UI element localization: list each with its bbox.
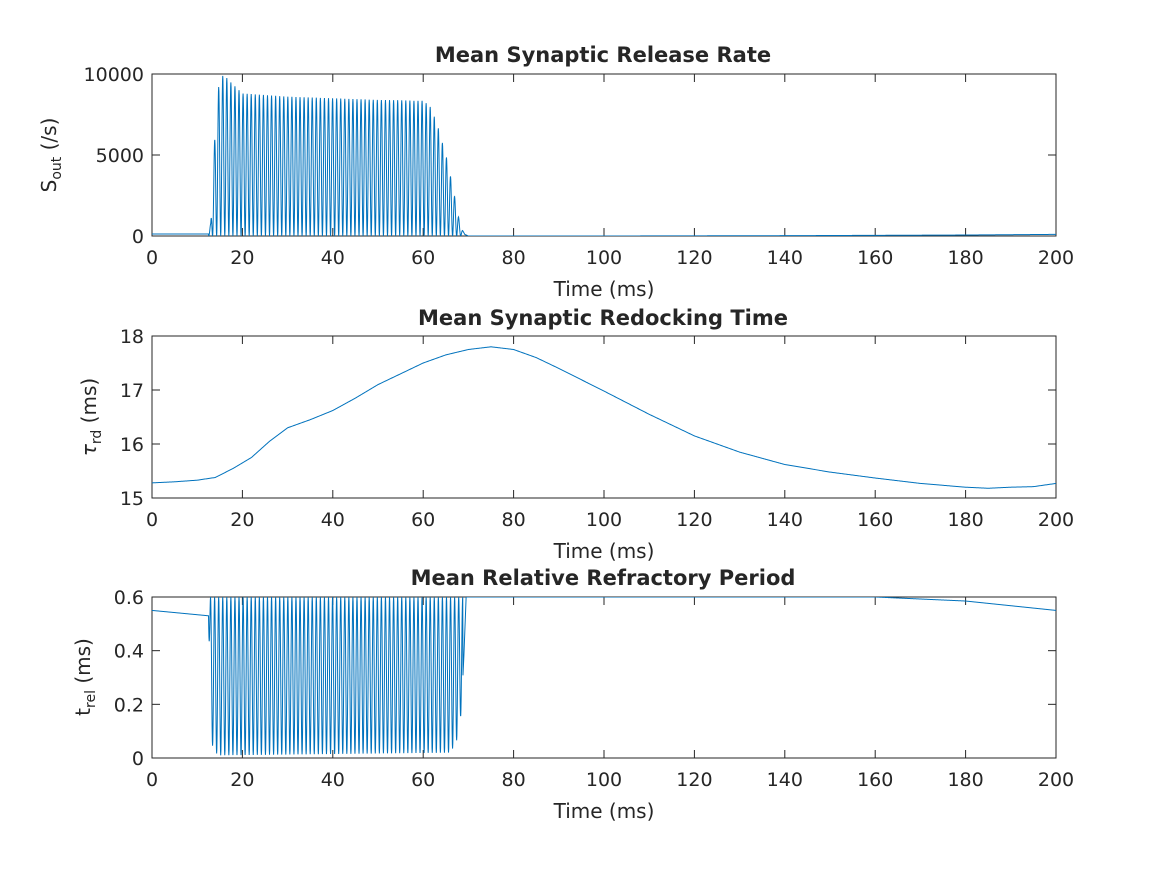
x-tick-label: 80 <box>502 509 526 531</box>
x-tick-label: 140 <box>767 509 803 531</box>
x-tick-label: 180 <box>947 769 983 791</box>
x-tick-label: 60 <box>411 509 435 531</box>
ticks: 0 20 40 60 80 100 120 140 160 180 200 15 16 17 18 <box>120 326 1074 531</box>
y-tick-label: 16 <box>120 434 144 456</box>
x-tick-label: 0 <box>146 509 158 531</box>
y-label-rest: (ms) <box>71 638 95 690</box>
x-tick-label: 40 <box>321 247 345 269</box>
y-axis-label: trel (ms) <box>71 638 99 716</box>
x-axis-label: Time (ms) <box>553 799 655 823</box>
x-tick-label: 20 <box>230 769 254 791</box>
x-tick-label: 100 <box>586 247 622 269</box>
x-tick-label: 200 <box>1038 247 1074 269</box>
x-tick-label: 60 <box>411 769 435 791</box>
x-tick-label: 160 <box>857 769 893 791</box>
y-tick-label: 10000 <box>84 64 144 86</box>
y-label-sub: rel <box>83 690 99 708</box>
y-label-sub: rd <box>89 430 105 444</box>
y-tick-label: 0.2 <box>114 694 144 716</box>
x-tick-label: 180 <box>947 509 983 531</box>
y-label-base: t <box>71 708 95 716</box>
ticks: 0 20 40 60 80 100 120 140 160 180 200 0 0.2 0.4 0.6 <box>114 587 1074 791</box>
y-tick-label: 5000 <box>96 145 144 167</box>
y-tick-label: 0 <box>132 226 144 248</box>
x-tick-label: 160 <box>857 509 893 531</box>
x-tick-label: 200 <box>1038 769 1074 791</box>
y-label-base: S <box>37 180 61 193</box>
ticks: 0 20 40 60 80 100 120 140 160 180 200 0 5000 10000 <box>84 64 1075 269</box>
x-tick-label: 160 <box>857 247 893 269</box>
series-line-tau_rd <box>152 346 1056 489</box>
y-label-rest: (/s) <box>37 118 61 157</box>
x-axis-label: Time (ms) <box>553 277 655 301</box>
series-line-S_out <box>152 75 1056 236</box>
y-tick-label: 0 <box>132 748 144 770</box>
x-tick-label: 20 <box>230 247 254 269</box>
plot-area <box>152 346 1056 489</box>
x-tick-label: 40 <box>321 769 345 791</box>
x-tick-label: 120 <box>676 509 712 531</box>
subplot-release-rate: Mean Synaptic Release Rate 0 20 40 60 80 100 1… <box>37 43 1074 301</box>
y-label-rest: (ms) <box>77 378 101 430</box>
x-tick-label: 100 <box>586 769 622 791</box>
x-tick-label: 80 <box>502 769 526 791</box>
y-tick-label: 15 <box>120 488 144 510</box>
y-label-sub: out <box>49 156 65 179</box>
x-tick-label: 140 <box>767 769 803 791</box>
x-tick-label: 120 <box>676 769 712 791</box>
y-tick-label: 17 <box>120 380 144 402</box>
plot-area <box>152 597 1056 756</box>
x-tick-label: 120 <box>676 247 712 269</box>
chart-title: Mean Synaptic Redocking Time <box>418 306 788 330</box>
x-tick-label: 0 <box>146 247 158 269</box>
subplot-refractory-period: Mean Relative Refractory Period 0 20 40 60 8… <box>71 566 1074 823</box>
x-tick-label: 40 <box>321 509 345 531</box>
subplot-redocking-time: Mean Synaptic Redocking Time 0 20 40 60 80 10… <box>77 306 1074 563</box>
chart-title: Mean Relative Refractory Period <box>411 566 796 590</box>
x-tick-label: 140 <box>767 247 803 269</box>
x-tick-label: 60 <box>411 247 435 269</box>
y-tick-label: 18 <box>120 326 144 348</box>
x-tick-label: 0 <box>146 769 158 791</box>
x-tick-label: 200 <box>1038 509 1074 531</box>
y-tick-label: 0.4 <box>114 641 144 663</box>
chart-title: Mean Synaptic Release Rate <box>435 43 771 67</box>
x-tick-label: 80 <box>502 247 526 269</box>
y-axis-label: Sout (/s) <box>37 118 65 193</box>
x-axis-label: Time (ms) <box>553 539 655 563</box>
y-axis-label: τrd (ms) <box>77 378 105 456</box>
x-tick-label: 180 <box>947 247 983 269</box>
x-tick-label: 20 <box>230 509 254 531</box>
x-tick-label: 100 <box>586 509 622 531</box>
axes-box <box>151 335 1057 499</box>
y-tick-label: 0.6 <box>114 587 144 609</box>
plot-area <box>152 75 1056 236</box>
series-line-t_rel <box>152 597 1056 756</box>
y-label-base: τ <box>77 443 101 456</box>
